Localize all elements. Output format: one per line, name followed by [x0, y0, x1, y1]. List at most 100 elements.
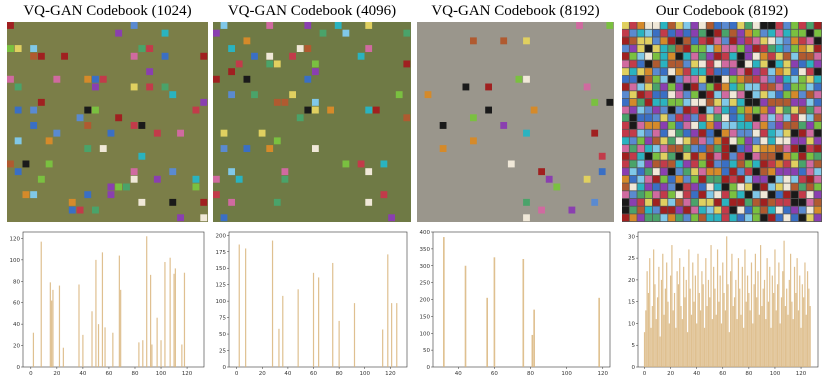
codebook-tile	[645, 168, 652, 176]
codebook-tile	[729, 191, 737, 199]
y-tick-label: 120	[10, 236, 21, 242]
codebook-tile	[729, 52, 737, 60]
bar	[709, 297, 711, 367]
codebook-tile	[760, 198, 768, 206]
codebook-tile	[783, 22, 791, 29]
codebook-tile	[652, 37, 660, 45]
codebook-tile	[14, 45, 22, 52]
codebook-tile	[68, 206, 76, 214]
codebook-tile	[652, 152, 660, 160]
codebook-tile	[281, 175, 289, 183]
codebook-tile	[752, 75, 760, 83]
bar	[776, 284, 779, 367]
codebook-tile	[814, 68, 822, 76]
y-tick-label: 5	[632, 343, 636, 349]
codebook-tile	[138, 45, 146, 52]
codebook-tile	[806, 183, 814, 191]
codebook-tile	[146, 83, 154, 91]
codebook-tile	[737, 191, 745, 199]
codebook-tile	[775, 75, 783, 83]
codebook-tile	[266, 60, 274, 68]
codebook-tile	[798, 145, 806, 152]
bar	[667, 301, 669, 367]
codebook-tile	[691, 37, 699, 45]
codebook-tile	[768, 214, 776, 222]
codebook-tile	[798, 175, 806, 183]
codebook-tile	[14, 137, 22, 145]
codebook-tile	[729, 45, 737, 52]
bar	[779, 323, 781, 367]
codebook-tile	[37, 175, 45, 183]
codebook-tile	[296, 45, 304, 52]
codebook-tile	[668, 160, 676, 168]
codebook-tile	[439, 145, 447, 152]
codebook-tile	[637, 160, 645, 168]
codebook-tile	[737, 214, 745, 222]
codebook-tile	[289, 52, 296, 60]
codebook-tile	[775, 168, 783, 176]
codebook-tile	[622, 114, 629, 122]
codebook-tile	[668, 106, 676, 114]
codebook-tile	[814, 91, 822, 99]
codebook-tile	[760, 129, 768, 137]
codebook-tile	[768, 22, 776, 29]
codebook-tile	[668, 68, 676, 76]
y-tick-label: 0	[17, 365, 21, 371]
x-tick-label: 120	[598, 371, 609, 377]
codebook-tile	[228, 91, 235, 99]
codebook-tile	[161, 83, 169, 91]
codebook-tile	[76, 114, 84, 122]
codebook-tile	[745, 175, 752, 183]
codebook-tile	[53, 75, 61, 83]
codebook-tile	[591, 198, 599, 206]
codebook-tile	[722, 83, 729, 91]
codebook-tile	[235, 175, 243, 183]
codebook-tile	[775, 91, 783, 99]
codebook-tile	[752, 183, 760, 191]
codebook-tile	[760, 106, 768, 114]
codebook-tile	[622, 29, 629, 37]
codebook-tile	[729, 206, 737, 214]
bar	[730, 271, 732, 367]
y-tick-label: 30	[628, 234, 635, 240]
bar	[719, 275, 721, 367]
y-tick-label: 0	[632, 365, 636, 371]
codebook-tile	[683, 145, 691, 152]
codebook-tile	[84, 106, 92, 114]
codebook-tile	[424, 91, 432, 99]
codebook-tile	[752, 98, 760, 106]
panel-title: VQ-GAN Codebook (1024)	[23, 3, 191, 19]
codebook-tile	[806, 145, 814, 152]
codebook-tile	[798, 152, 806, 160]
bar	[769, 266, 771, 367]
codebook-tile	[745, 98, 752, 106]
codebook-tile	[138, 198, 146, 206]
codebook-tile	[798, 137, 806, 145]
codebook-tile	[714, 206, 722, 214]
codebook-tile	[798, 214, 806, 222]
codebook-tile	[629, 206, 637, 214]
codebook-tile	[629, 22, 637, 29]
codebook-tile	[737, 83, 745, 91]
codebook-tile	[714, 98, 722, 106]
codebook-tile	[752, 60, 760, 68]
codebook-tile	[138, 122, 146, 129]
codebook-tile	[722, 168, 729, 176]
codebook-tile	[660, 60, 668, 68]
codebook-tile	[683, 45, 691, 52]
codebook-tile	[798, 98, 806, 106]
codebook-tile	[783, 137, 791, 145]
codebook-tile	[675, 91, 683, 99]
codebook-tile	[752, 206, 760, 214]
codebook-tile	[637, 37, 645, 45]
codebook-tile	[722, 45, 729, 52]
codebook-tile	[722, 106, 729, 114]
x-tick-label: 40	[79, 371, 86, 377]
codebook-tile	[706, 106, 714, 114]
codebook-tile	[683, 52, 691, 60]
bar	[757, 271, 759, 367]
bar	[763, 279, 766, 367]
codebook-tile	[439, 122, 447, 129]
codebook-tile	[760, 168, 768, 176]
codebook-tile	[798, 198, 806, 206]
